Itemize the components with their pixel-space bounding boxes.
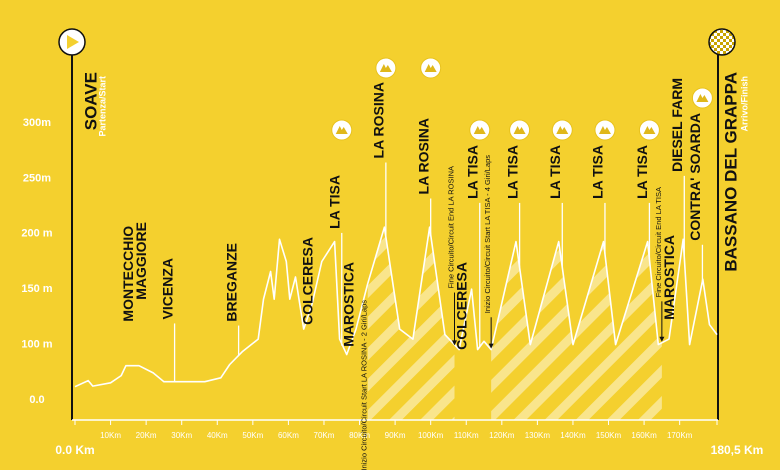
x-tick-label: 170Km bbox=[667, 431, 693, 440]
arrow-head bbox=[452, 340, 458, 346]
finish-label: Arrivo/Finish bbox=[739, 76, 749, 132]
climb-icon-mountain bbox=[556, 126, 569, 134]
arrow-head bbox=[659, 336, 665, 342]
x-tick-label: 120Km bbox=[489, 431, 515, 440]
circuit-hatch bbox=[367, 227, 662, 420]
x-tick-label: 30Km bbox=[171, 431, 192, 440]
x-tick-label: 0.0 Km bbox=[55, 443, 94, 457]
climb-icon-mountain bbox=[335, 126, 348, 134]
place-label: DIESEL FARM bbox=[669, 78, 685, 172]
place-label: LA TISA bbox=[326, 175, 342, 229]
x-tick-label: 140Km bbox=[560, 431, 586, 440]
start-icon bbox=[58, 28, 86, 56]
y-tick-label: 250m bbox=[23, 172, 51, 184]
circuit-area bbox=[491, 227, 662, 420]
x-tick-label: 110Km bbox=[454, 431, 479, 440]
climb-icon-mountain bbox=[513, 126, 526, 134]
y-tick-label: 100 m bbox=[21, 339, 52, 351]
y-tick-label: 200 m bbox=[21, 228, 52, 240]
x-tick-label: 180,5 Km bbox=[711, 443, 764, 457]
elevation-profile bbox=[74, 226, 718, 388]
place-label: LA TISA bbox=[590, 145, 606, 199]
x-tick-label: 20Km bbox=[136, 431, 157, 440]
climb-icon-mountain bbox=[424, 64, 437, 72]
place-label: LA TISA bbox=[547, 145, 563, 199]
place-label: LA TISA bbox=[504, 145, 520, 199]
x-tick-label: 10Km bbox=[100, 431, 121, 440]
finish-icon bbox=[708, 28, 736, 56]
climb-icon-mountain bbox=[643, 126, 656, 134]
place-label: BREGANZE bbox=[223, 243, 239, 322]
place-label: LA TISA bbox=[464, 145, 480, 199]
x-tick-label: 50Km bbox=[242, 431, 263, 440]
circuit-note: Inizio Circuito/Circuit Start LA TISA - … bbox=[483, 155, 492, 314]
place-label: MONTECCHIO MAGGIORE bbox=[120, 222, 149, 322]
climb-icon-mountain bbox=[696, 94, 709, 102]
climb-icon-mountain bbox=[379, 64, 392, 72]
y-tick-label: 150 m bbox=[21, 283, 52, 295]
x-tick-label: 90Km bbox=[385, 431, 406, 440]
place-label: COLCERESA bbox=[299, 237, 315, 325]
climb-icon-mountain bbox=[473, 126, 486, 134]
place-label: BASSANO DEL GRAPPA bbox=[721, 72, 740, 272]
circuit-note: Inizio Circuito/Circuit Start LA ROSINA … bbox=[360, 300, 369, 470]
place-label: VICENZA bbox=[159, 258, 175, 319]
place-label: MAROSTICA bbox=[341, 262, 357, 347]
y-tick-label: 300m bbox=[23, 117, 51, 129]
place-label: MAROSTICA bbox=[661, 235, 677, 320]
x-tick-label: 150Km bbox=[596, 431, 622, 440]
place-label: LA ROSINA bbox=[371, 82, 387, 158]
x-tick-label: 40Km bbox=[207, 431, 228, 440]
place-label: COLCERESA bbox=[453, 262, 469, 350]
place-label: LA ROSINA bbox=[415, 118, 431, 194]
circuit-note: Fine Circuito/Circuit End LA ROSINA bbox=[446, 166, 455, 289]
climb-icon-mountain bbox=[598, 126, 611, 134]
x-tick-label: 80Km bbox=[349, 431, 370, 440]
place-label: LA TISA bbox=[634, 145, 650, 199]
x-tick-label: 70Km bbox=[314, 431, 335, 440]
x-tick-label: 60Km bbox=[278, 431, 299, 440]
place-label: SOAVE bbox=[81, 72, 100, 130]
circuit-note: Fine Circuito/Circuit End LA TISA bbox=[654, 187, 663, 297]
x-tick-label: 100Km bbox=[418, 431, 444, 440]
place-label: CONTRA' SOARDA bbox=[687, 113, 703, 241]
x-tick-label: 130Km bbox=[525, 431, 551, 440]
x-tick-label: 160Km bbox=[631, 431, 657, 440]
start-label: Partenza/Start bbox=[97, 76, 107, 137]
arrow-head bbox=[488, 343, 494, 349]
y-tick-label: 0.0 bbox=[29, 394, 44, 406]
